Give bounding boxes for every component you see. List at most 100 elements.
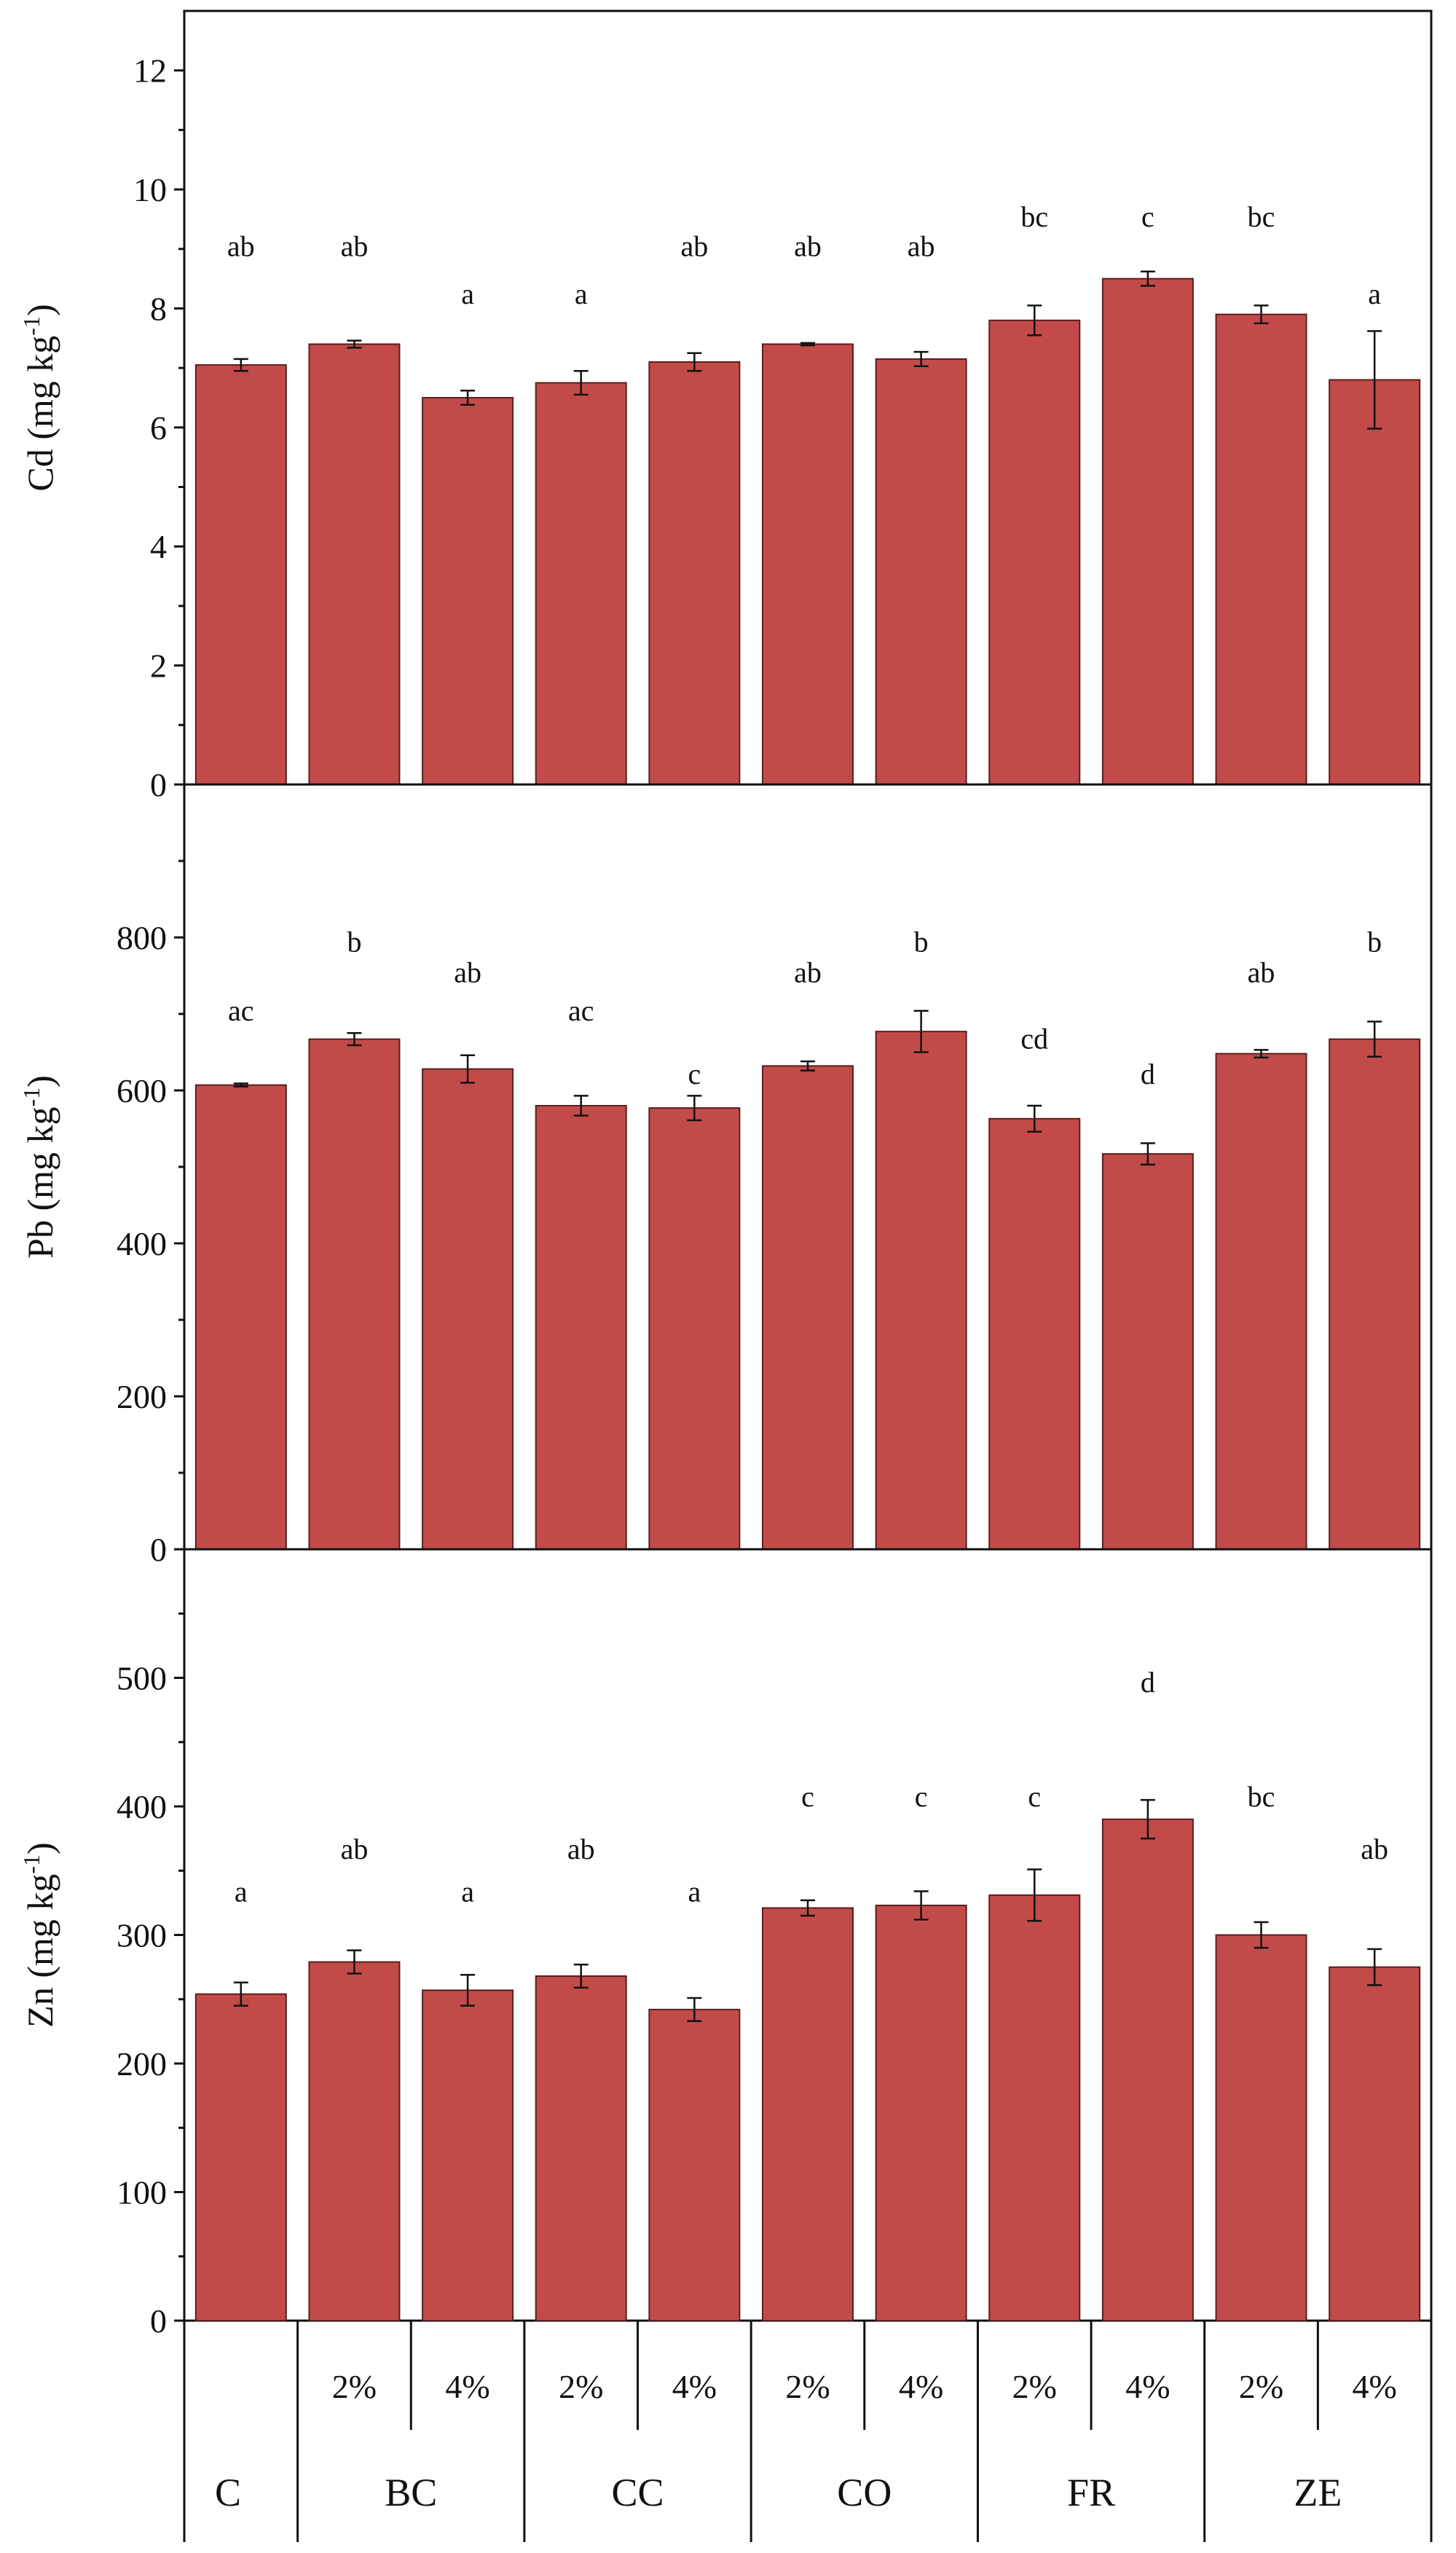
bar-Cd-1 [308, 343, 401, 785]
x-rate-label-4: 4% [672, 2368, 717, 2405]
significance-letter-Cd-8: c [1141, 200, 1154, 233]
significance-letter-Pb-1: b [347, 925, 361, 958]
significance-letter-Pb-3: ac [568, 994, 594, 1027]
y-tick-label-Pb: 800 [117, 919, 167, 956]
x-group-label-CC: CC [612, 2471, 664, 2514]
y-tick-label-Cd: 8 [150, 290, 167, 327]
y-tick-label-Zn: 100 [117, 2174, 167, 2211]
x-group-label-C: C [215, 2471, 241, 2514]
significance-letter-Pb-8: d [1141, 1058, 1155, 1090]
significance-letter-Cd-10: a [1368, 278, 1381, 310]
bar-Pb-6 [875, 1031, 967, 1550]
bar-Zn-7 [988, 1894, 1081, 2321]
significance-letter-Pb-6: b [914, 925, 929, 958]
significance-letter-Cd-2: a [461, 278, 474, 310]
y-tick-label-Pb: 200 [117, 1378, 167, 1415]
x-rate-label-10: 4% [1353, 2368, 1397, 2405]
significance-letter-Pb-10: b [1367, 925, 1382, 958]
x-group-label-BC: BC [385, 2471, 437, 2514]
bar-Cd-10 [1329, 379, 1421, 785]
x-rate-label-6: 4% [899, 2368, 943, 2405]
significance-letter-Cd-9: bc [1248, 200, 1275, 233]
x-rate-label-5: 2% [785, 2368, 830, 2405]
y-axis-label-close: ) [20, 1075, 60, 1087]
y-tick-label-Zn: 500 [117, 1660, 167, 1697]
y-axis-label-text: Pb (mg kg [20, 1106, 60, 1258]
bar-Cd-7 [988, 319, 1081, 785]
y-axis-label-text: Cd (mg kg [20, 336, 60, 492]
y-tick-label-Cd: 2 [150, 648, 167, 685]
y-tick-label-Cd: 10 [133, 171, 167, 208]
significance-letter-Pb-4: c [688, 1058, 701, 1090]
significance-letter-Cd-3: a [575, 278, 588, 310]
bar-Zn-6 [875, 1904, 967, 2321]
y-axis-label-superscript: -1 [18, 316, 44, 336]
bar-Cd-2 [422, 397, 514, 785]
significance-letter-Zn-3: ab [567, 1833, 595, 1865]
significance-letter-Cd-1: ab [341, 230, 369, 263]
significance-letter-Pb-9: ab [1248, 956, 1275, 988]
significance-letter-Cd-4: ab [680, 230, 708, 263]
significance-letter-Zn-6: c [915, 1780, 928, 1813]
y-tick-label-Zn: 0 [150, 2302, 167, 2340]
x-group-label-CO: CO [837, 2471, 892, 2514]
y-axis-label-superscript: -1 [18, 1854, 44, 1874]
bar-Pb-0 [194, 1084, 287, 1550]
x-rate-label-9: 2% [1239, 2368, 1283, 2405]
bar-Zn-4 [648, 2008, 741, 2322]
bar-Pb-4 [648, 1107, 741, 1550]
y-axis-label-text: Zn (mg kg [20, 1874, 60, 2028]
y-tick-label-Cd: 12 [133, 52, 167, 90]
x-rate-label-2: 4% [445, 2368, 489, 2405]
significance-letter-Zn-0: a [235, 1875, 248, 1908]
significance-letter-Zn-10: ab [1361, 1833, 1388, 1865]
bar-Cd-3 [535, 382, 627, 785]
y-tick-label-Cd: 6 [150, 409, 167, 447]
y-axis-label-close: ) [20, 1842, 60, 1854]
significance-letter-Zn-8: d [1141, 1666, 1155, 1699]
x-rate-label-1: 2% [332, 2368, 377, 2405]
bar-Pb-7 [988, 1117, 1081, 1550]
bar-Pb-5 [762, 1065, 854, 1550]
significance-letter-Cd-7: bc [1020, 200, 1048, 233]
x-rate-label-3: 2% [559, 2368, 603, 2405]
x-group-label-FR: FR [1067, 2471, 1115, 2514]
significance-letter-Zn-9: bc [1248, 1780, 1275, 1813]
bar-Zn-8 [1101, 1818, 1194, 2321]
bar-Pb-2 [422, 1068, 514, 1550]
bar-Pb-3 [535, 1105, 627, 1550]
y-tick-label-Zn: 200 [117, 2045, 167, 2082]
significance-letter-Zn-4: a [688, 1875, 701, 1908]
x-rate-label-7: 2% [1012, 2368, 1057, 2405]
bar-Zn-0 [194, 1993, 287, 2321]
significance-letter-Pb-7: cd [1020, 1023, 1048, 1055]
x-group-label-ZE: ZE [1294, 2471, 1342, 2514]
bar-Cd-9 [1215, 313, 1307, 785]
y-tick-label-Cd: 4 [150, 528, 167, 565]
y-tick-label-Zn: 300 [117, 1917, 167, 1954]
bar-Zn-2 [422, 1989, 514, 2322]
y-tick-label-Cd: 0 [150, 766, 167, 803]
bar-Zn-10 [1329, 1966, 1421, 2321]
x-rate-label-8: 4% [1125, 2368, 1170, 2405]
significance-letter-Zn-5: c [801, 1780, 814, 1813]
significance-letter-Zn-7: c [1028, 1780, 1041, 1813]
significance-letter-Cd-6: ab [908, 230, 935, 263]
significance-letter-Cd-5: ab [794, 230, 822, 263]
y-axis-label-Pb: Pb (mg kg-1) [18, 1075, 60, 1259]
bar-Zn-9 [1215, 1934, 1307, 2321]
bar-Cd-6 [875, 358, 967, 785]
y-axis-label-Zn: Zn (mg kg-1) [18, 1842, 60, 2027]
bar-Cd-0 [194, 364, 287, 786]
y-axis-label-superscript: -1 [18, 1087, 44, 1107]
bar-Pb-10 [1329, 1038, 1421, 1550]
bar-Cd-4 [648, 361, 741, 785]
y-tick-label-Pb: 600 [117, 1072, 167, 1109]
y-tick-label-Zn: 400 [117, 1788, 167, 1825]
bar-Zn-3 [535, 1975, 627, 2321]
bar-Cd-8 [1101, 278, 1194, 786]
significance-letter-Pb-0: ac [228, 994, 254, 1027]
y-tick-label-Pb: 0 [150, 1531, 167, 1568]
